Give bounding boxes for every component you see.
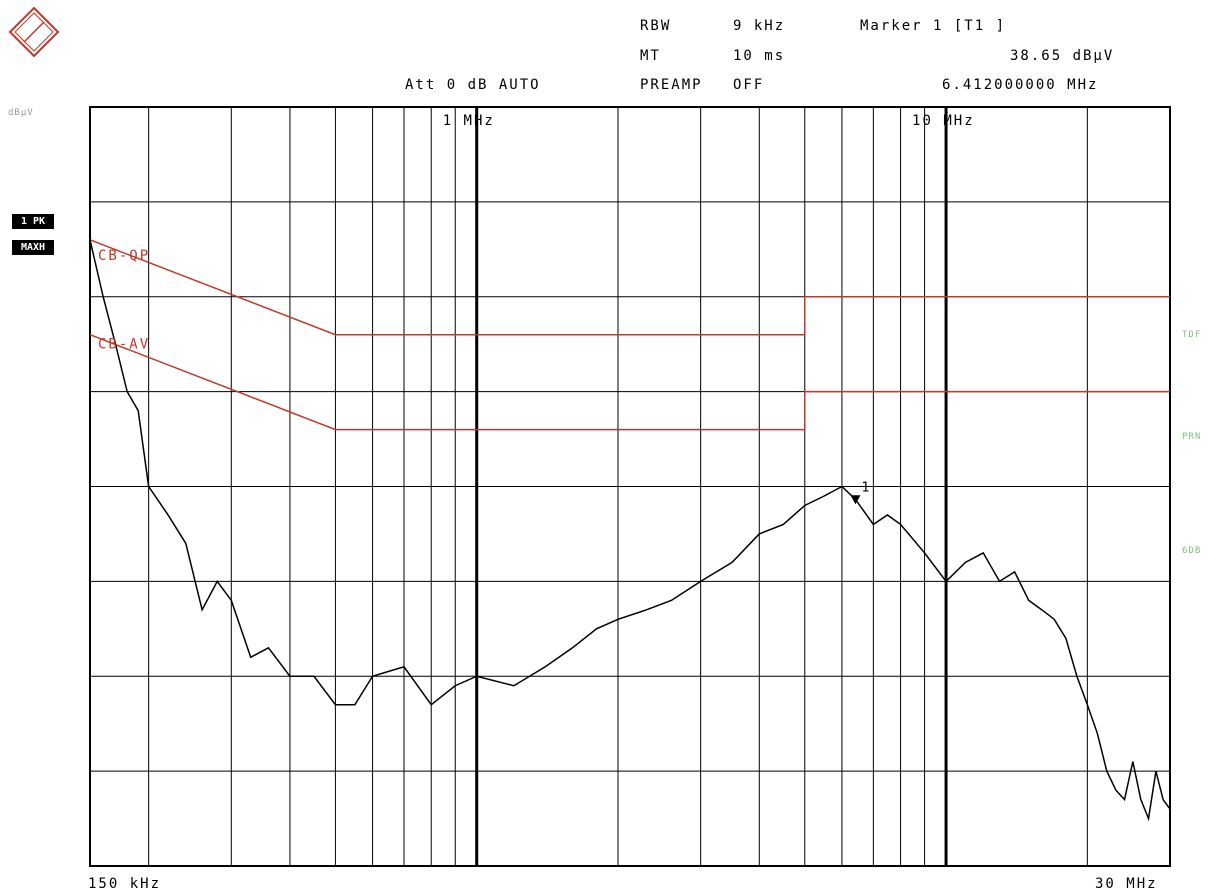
- limit-line: [89, 239, 1170, 336]
- x-tick-label: 1 MHz: [443, 113, 495, 129]
- preamp-label: PREAMP: [640, 77, 703, 93]
- limit-line: [89, 334, 1170, 431]
- rbw-value: 9 kHz: [733, 18, 786, 34]
- rbw-label: RBW: [640, 18, 672, 34]
- mt-value: 10 ms: [733, 48, 786, 64]
- start-frequency: 150 kHz: [88, 876, 162, 892]
- right-label-tdf: TDF: [1182, 330, 1202, 340]
- marker-symbol: [850, 495, 861, 505]
- stop-frequency: 30 MHz: [1095, 876, 1158, 892]
- marker-frequency: 6.412000000 MHz: [942, 77, 1099, 93]
- attenuation: Att 0 dB AUTO: [405, 77, 541, 93]
- x-tick-label: 10 MHz: [912, 113, 975, 129]
- limit-line-label: CB-AV: [98, 337, 150, 353]
- y-unit-label: dBµV: [8, 108, 34, 118]
- mt-label: MT: [640, 48, 661, 64]
- rohde-schwarz-logo: [8, 6, 60, 58]
- measurement-trace: [89, 239, 1171, 822]
- right-label-6db: 6DB: [1182, 546, 1202, 556]
- right-label-prn: PRN: [1182, 432, 1202, 442]
- trace-badge: 1 PK: [12, 214, 54, 229]
- preamp-value: OFF: [733, 77, 765, 93]
- marker-label: 1: [861, 480, 869, 495]
- marker-level: 38.65 dBµV: [1010, 48, 1115, 64]
- marker-title: Marker 1 [T1 ]: [860, 18, 1007, 34]
- mode-badge: MAXH: [12, 240, 54, 255]
- limit-line-label: CB-QP: [98, 248, 150, 264]
